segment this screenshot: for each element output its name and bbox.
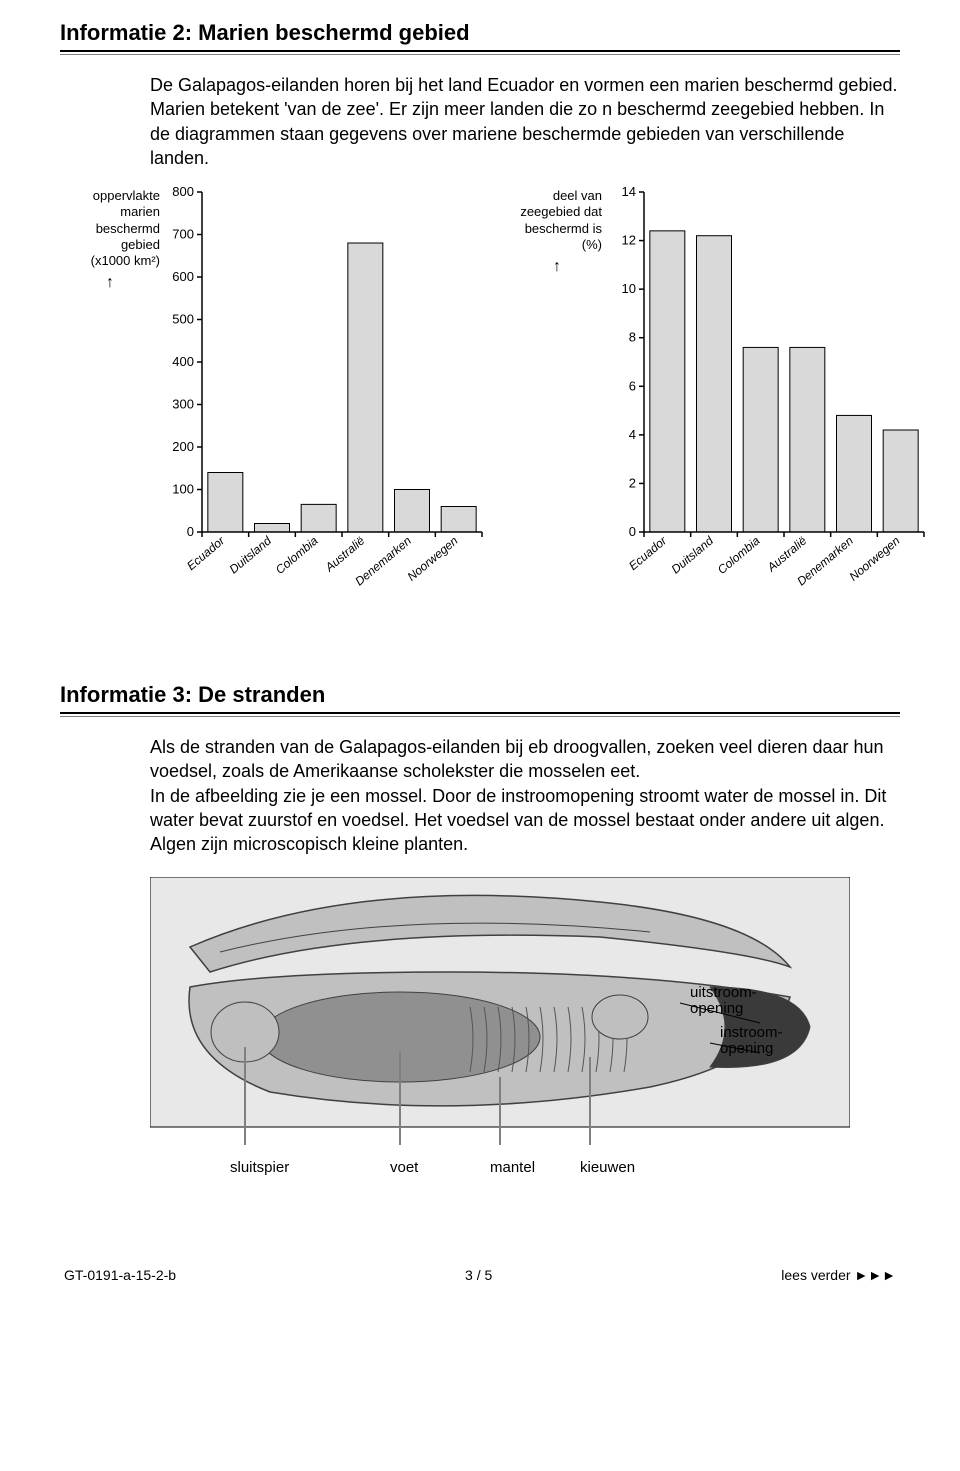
svg-text:800: 800 <box>172 186 194 199</box>
svg-text:2: 2 <box>629 476 636 491</box>
chart1-ylabel: oppervlakte marien beschermd gebied (x10… <box>60 186 164 293</box>
svg-text:14: 14 <box>622 186 636 199</box>
chart2-container: deel van zeegebied dat beschermd is (%) … <box>512 186 930 602</box>
chart2-up-arrow-icon: ↑ <box>512 257 602 277</box>
charts-row: oppervlakte marien beschermd gebied (x10… <box>60 186 900 602</box>
svg-text:opening: opening <box>690 1000 743 1017</box>
chart1-ylabel-line2: marien beschermd <box>96 204 160 235</box>
svg-text:10: 10 <box>622 281 636 296</box>
svg-text:Colombia: Colombia <box>273 534 321 578</box>
chart1-svg: 0100200300400500600700800EcuadorDuitslan… <box>164 186 488 602</box>
chart2-svg: 02468101214EcuadorDuitslandColombiaAustr… <box>606 186 930 602</box>
svg-text:6: 6 <box>629 378 636 393</box>
svg-text:mantel: mantel <box>490 1159 535 1176</box>
chart2-ylabel-line3: beschermd is <box>525 221 602 236</box>
section3-heading: Informatie 3: De stranden <box>60 682 900 708</box>
svg-text:700: 700 <box>172 227 194 242</box>
chart1-container: oppervlakte marien beschermd gebied (x10… <box>60 186 488 602</box>
chart2-ylabel: deel van zeegebied dat beschermd is (%) … <box>512 186 606 277</box>
svg-text:Noorwegen: Noorwegen <box>405 534 461 584</box>
mussel-diagram-svg: uitstroom-openinginstroom-openingsluitsp… <box>150 877 850 1207</box>
svg-text:600: 600 <box>172 269 194 284</box>
section3-paragraph: Als de stranden van de Galapagos-eilande… <box>150 735 900 856</box>
section2-heading: Informatie 2: Marien beschermd gebied <box>60 20 900 46</box>
svg-text:500: 500 <box>172 312 194 327</box>
svg-text:Australië: Australië <box>764 534 810 576</box>
svg-text:Duitsland: Duitsland <box>227 534 275 577</box>
footer-left: GT-0191-a-15-2-b <box>64 1267 176 1283</box>
mussel-figure: uitstroom-openinginstroom-openingsluitsp… <box>150 877 850 1207</box>
chart1-up-arrow-icon: ↑ <box>60 273 160 293</box>
svg-text:300: 300 <box>172 397 194 412</box>
chart2-ylabel-line1: deel van <box>553 188 602 203</box>
svg-text:0: 0 <box>187 524 194 539</box>
heading-rule-1 <box>60 50 900 55</box>
chart2-ylabel-line4: (%) <box>582 237 602 252</box>
chart2-ylabel-line2: zeegebied dat <box>520 204 602 219</box>
svg-text:12: 12 <box>622 233 636 248</box>
svg-text:400: 400 <box>172 354 194 369</box>
section2-paragraph: De Galapagos-eilanden horen bij het land… <box>150 73 900 170</box>
svg-text:instroom-: instroom- <box>720 1024 783 1041</box>
svg-text:200: 200 <box>172 439 194 454</box>
svg-text:opening: opening <box>720 1040 773 1057</box>
page-footer: GT-0191-a-15-2-b 3 / 5 lees verder ►►► <box>60 1267 900 1283</box>
chart1-ylabel-line3: gebied <box>121 237 160 252</box>
chart1-ylabel-line1: oppervlakte <box>93 188 160 203</box>
footer-center: 3 / 5 <box>465 1267 492 1283</box>
svg-text:voet: voet <box>390 1159 419 1176</box>
page: Informatie 2: Marien beschermd gebied De… <box>0 0 960 1313</box>
svg-text:sluitspier: sluitspier <box>230 1159 289 1176</box>
svg-text:8: 8 <box>629 330 636 345</box>
svg-text:Australië: Australië <box>322 534 368 576</box>
svg-text:kieuwen: kieuwen <box>580 1159 635 1176</box>
svg-text:Colombia: Colombia <box>715 534 763 578</box>
svg-text:100: 100 <box>172 482 194 497</box>
svg-text:uitstroom-: uitstroom- <box>690 984 757 1001</box>
svg-text:4: 4 <box>629 427 636 442</box>
chart1-ylabel-line4: (x1000 km²) <box>91 253 160 268</box>
svg-text:Duitsland: Duitsland <box>669 534 717 577</box>
heading-rule-2 <box>60 712 900 717</box>
svg-text:Noorwegen: Noorwegen <box>847 534 903 584</box>
svg-text:0: 0 <box>629 524 636 539</box>
footer-right: lees verder ►►► <box>781 1267 896 1283</box>
